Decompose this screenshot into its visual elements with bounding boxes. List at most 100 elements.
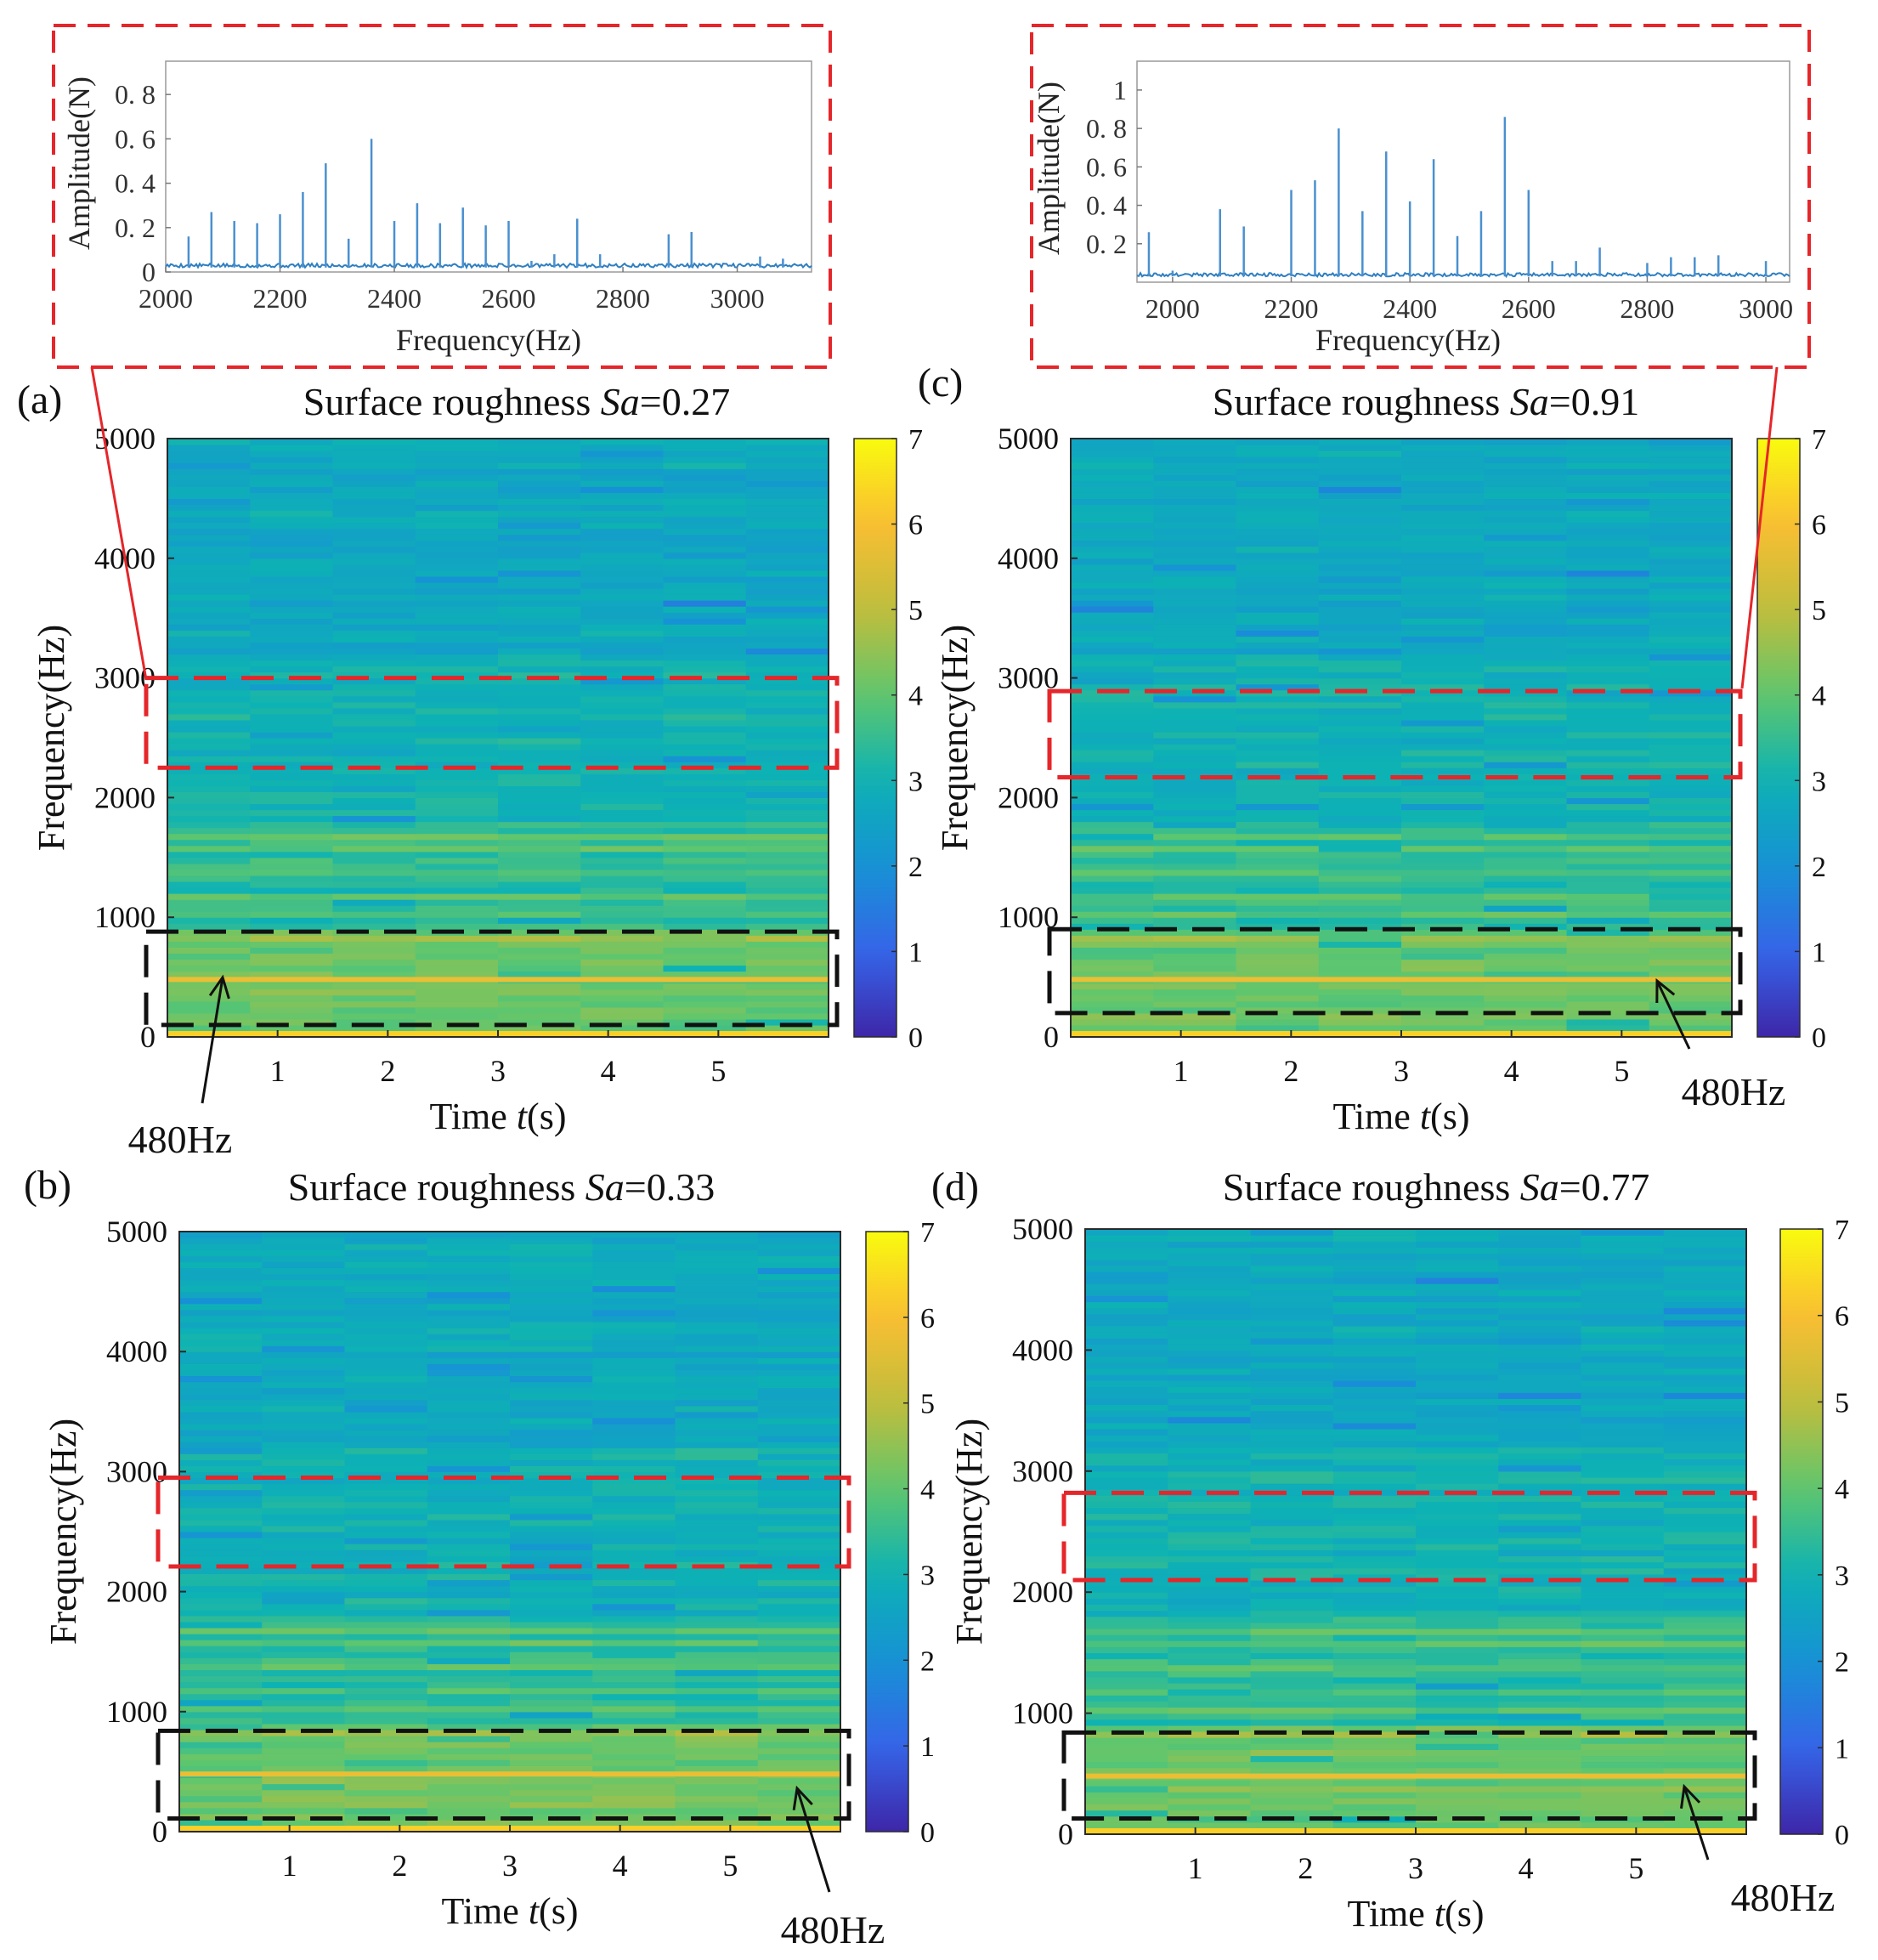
spectrogram-cell (1649, 612, 1733, 619)
spectrogram-cell (757, 1711, 841, 1719)
spectrogram-cell (1581, 1428, 1665, 1436)
spectrogram-cell (332, 588, 416, 595)
spectrogram-cell (1566, 606, 1650, 613)
spectrogram-cell (498, 606, 581, 613)
spectrogram-cell (1085, 1350, 1168, 1357)
spectrogram-cell (745, 594, 829, 601)
spectrogram-cell (592, 1640, 676, 1646)
spectrogram-cell (427, 1748, 511, 1754)
spectrogram-cell (1236, 671, 1320, 679)
spectrogram-cell (757, 1279, 841, 1287)
spectrogram-cell (262, 1513, 346, 1521)
spectrogram-cell (580, 498, 665, 506)
spectrogram-cell (1332, 1555, 1417, 1563)
x-axis-label-var: t (1420, 1096, 1432, 1137)
spectrogram-cell (1401, 695, 1485, 703)
spectrogram-cell (580, 624, 665, 631)
spectrogram-cell (1401, 636, 1485, 643)
spectrogram-cell (179, 1549, 263, 1556)
spectrogram-cell (1071, 540, 1154, 547)
spectrogram-cell (1153, 504, 1237, 512)
spectrogram-cell (344, 1555, 428, 1562)
spectrogram-cell (1401, 785, 1485, 792)
spectrogram-cell (1332, 1616, 1417, 1623)
spectrogram-cell (1401, 498, 1485, 506)
spectrogram-cell (179, 1369, 263, 1377)
spectrogram-cell (1663, 1283, 1747, 1290)
spectrogram-cell (1236, 654, 1320, 661)
spectrogram-cell (167, 833, 251, 841)
spectrogram-cell (510, 1801, 593, 1809)
spectrogram-cell (1663, 1779, 1747, 1787)
spectrogram-cell (1153, 768, 1237, 774)
spectrogram-cell (332, 744, 416, 751)
spectrogram-cell (1085, 1683, 1168, 1690)
spectrogram-cell (1318, 636, 1402, 643)
spectrogram-cell (1498, 1755, 1582, 1763)
spectrogram-cell (1250, 1695, 1334, 1702)
spectrogram-cell (1332, 1350, 1417, 1357)
spectrogram-cell (1484, 552, 1568, 559)
spectrogram-cell (1401, 462, 1485, 469)
spectrogram-cell (1168, 1313, 1252, 1321)
spectrogram-cell (1236, 725, 1320, 733)
spectrogram-cell (1663, 1271, 1747, 1278)
x-axis-label-prefix: Time (430, 1096, 517, 1137)
spectrogram-cell (167, 618, 251, 625)
spectrogram-cell (1250, 1307, 1334, 1315)
spectrogram-cell (1581, 1616, 1665, 1623)
spectrogram-cell (1071, 1000, 1154, 1008)
spectrogram-cell (250, 875, 334, 882)
spectrogram-cell (332, 492, 416, 499)
spectrogram-cell (1318, 707, 1402, 715)
spectrogram-cell (580, 959, 665, 966)
spectrogram-cell (1071, 725, 1154, 733)
spectrogram-cell (1071, 719, 1154, 727)
spectrogram-cell (757, 1465, 841, 1472)
spectrogram-cell (510, 1705, 593, 1713)
spectrogram-cell (1401, 606, 1485, 613)
spectrogram-cell (592, 1393, 676, 1401)
spectrogram-cell (1566, 600, 1650, 607)
spectrogram-cell (592, 1634, 676, 1640)
spectrogram-cell (1498, 1464, 1582, 1472)
x-axis-label-suffix: (s) (1430, 1096, 1469, 1137)
spectrogram-cell (1168, 1392, 1252, 1399)
spectrogram-cell (262, 1243, 346, 1250)
spectrogram-cell (1332, 1695, 1417, 1702)
spectrogram-cell (1318, 450, 1402, 457)
spectrogram-cell (250, 486, 334, 493)
spectrogram-cell (1153, 994, 1237, 1002)
spectrogram-cell (1071, 528, 1154, 535)
spectrogram-cell (510, 1442, 593, 1448)
spectrogram-cell (1085, 1319, 1168, 1327)
spectrogram-cell (675, 1711, 759, 1719)
spectrogram-cell (1236, 569, 1320, 577)
spectrogram-cell (745, 689, 829, 697)
spectrogram-cell (1332, 1422, 1417, 1430)
spectrogram-cell (1498, 1470, 1582, 1478)
spectrogram-cell (167, 581, 251, 589)
spectrogram-cell (745, 445, 829, 451)
colorbar-tick-label: 3 (1812, 766, 1826, 797)
spectrogram-cell (1484, 911, 1568, 918)
spectrogram-cell (1663, 1392, 1747, 1399)
spectrogram-cell (1416, 1307, 1499, 1315)
spectrogram-cell (427, 1759, 511, 1766)
spectrogram-cell (1168, 1362, 1252, 1369)
spectrogram-cell (250, 516, 334, 524)
spectrogram-cell (1484, 779, 1568, 786)
spectrogram-cell (580, 540, 665, 547)
spectrogram-cell (498, 612, 581, 619)
spectrogram-cell (1663, 1676, 1747, 1684)
spectrogram-cell (1566, 929, 1650, 936)
spectrogram-cell (179, 1532, 263, 1538)
spectrogram-cell (675, 1477, 759, 1485)
spectrogram-cell (179, 1243, 263, 1250)
spectrogram-cell (167, 887, 251, 894)
spectrogram-cell (415, 731, 499, 739)
spectrogram-cell (1484, 600, 1568, 607)
spectrogram-cell (1318, 875, 1402, 882)
spectrogram-cell (344, 1387, 428, 1395)
spectrogram-cell (167, 594, 251, 601)
